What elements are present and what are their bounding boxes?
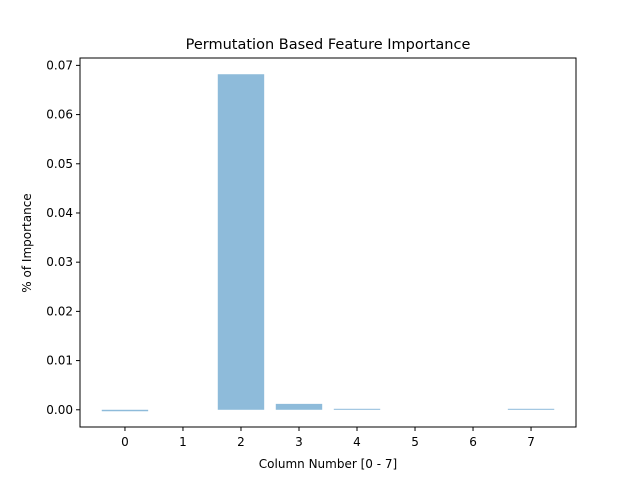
y-tick-label: 0.02 — [46, 304, 73, 318]
x-axis: 0 1 2 3 4 5 6 7 — [121, 427, 535, 449]
x-tick-label: 3 — [295, 435, 303, 449]
bar-3 — [275, 403, 323, 410]
chart-title: Permutation Based Feature Importance — [186, 37, 471, 53]
y-axis: 0.00 0.01 0.02 0.03 0.04 0.05 0.06 0.07 — [46, 58, 80, 417]
x-tick-label: 6 — [469, 435, 477, 449]
x-tick-label: 2 — [237, 435, 245, 449]
bar-7 — [507, 408, 555, 410]
x-tick-label: 0 — [121, 435, 129, 449]
bar-4 — [333, 408, 381, 410]
y-tick-label: 0.07 — [46, 58, 73, 72]
bar-0 — [101, 409, 149, 412]
y-tick-label: 0.00 — [46, 403, 73, 417]
y-axis-label: % of Importance — [20, 193, 34, 292]
y-tick-label: 0.04 — [46, 206, 73, 220]
y-tick-label: 0.06 — [46, 108, 73, 122]
y-tick-label: 0.03 — [46, 255, 73, 269]
bar-2 — [217, 74, 265, 410]
x-tick-label: 1 — [179, 435, 187, 449]
y-tick-label: 0.05 — [46, 157, 73, 171]
x-tick-label: 7 — [527, 435, 535, 449]
x-axis-label: Column Number [0 - 7] — [259, 457, 397, 471]
y-tick-label: 0.01 — [46, 354, 73, 368]
x-tick-label: 5 — [411, 435, 419, 449]
plot-frame — [79, 57, 577, 428]
x-tick-label: 4 — [353, 435, 361, 449]
bars-group — [101, 74, 555, 412]
